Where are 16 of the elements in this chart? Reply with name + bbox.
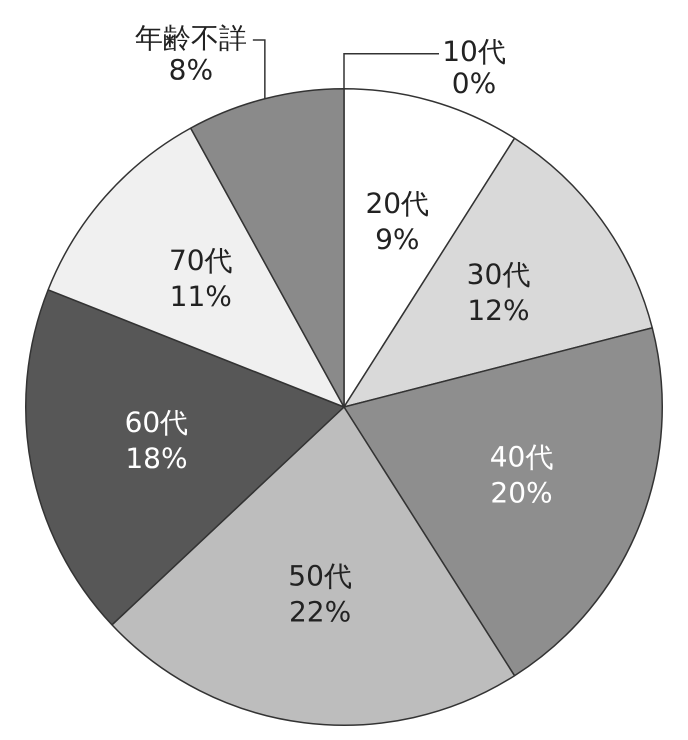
data-label: 9%	[375, 222, 420, 256]
slice-label: 70代	[168, 244, 233, 278]
data-label: 8%	[168, 53, 214, 86]
category-label: 10代	[442, 35, 506, 68]
slice-label: 50代	[288, 560, 352, 593]
text: 0%	[452, 67, 496, 100]
data-label: 12%	[467, 294, 530, 328]
data-label: 11%	[170, 280, 232, 314]
data-label: 20%	[490, 476, 553, 510]
slice-label: 30代	[466, 258, 530, 292]
slice-label: 20代	[365, 186, 430, 220]
data-label: 22%	[288, 596, 352, 629]
slice-label: 60代	[124, 406, 188, 440]
data-label: 18%	[125, 442, 188, 476]
slice-label: 年齢不詳	[134, 21, 247, 54]
slice-label: 40代	[490, 440, 554, 474]
